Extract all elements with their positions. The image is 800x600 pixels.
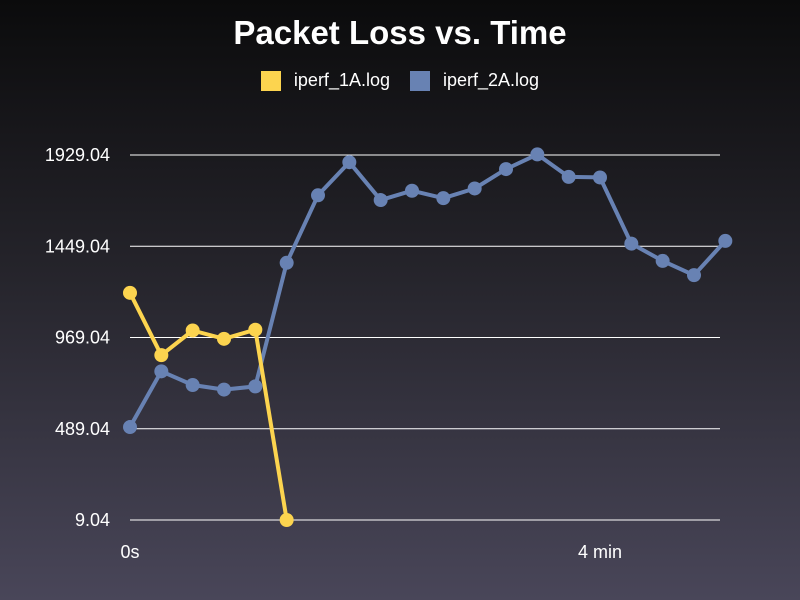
data-point <box>405 183 419 198</box>
data-point <box>342 155 357 170</box>
data-point <box>154 348 169 363</box>
x-tick-label: 4 min <box>578 542 622 562</box>
y-tick-label: 1929.04 <box>45 145 110 165</box>
y-tick-label: 9.04 <box>75 510 110 530</box>
legend: iperf_1A.log iperf_2A.log <box>0 70 800 91</box>
data-point <box>655 253 670 268</box>
data-point <box>185 323 200 338</box>
data-point <box>593 170 607 185</box>
y-axis-tick-labels: 9.04 489.04 969.04 1449.04 1929.04 <box>45 145 110 530</box>
legend-swatch-series-2 <box>410 70 430 91</box>
data-point <box>311 188 325 203</box>
data-point <box>123 420 137 435</box>
data-point <box>217 382 231 397</box>
chart-title: Packet Loss vs. Time <box>233 14 567 51</box>
series-1 <box>123 285 294 528</box>
y-tick-label: 489.04 <box>55 419 110 439</box>
data-point <box>561 169 576 184</box>
data-point <box>279 513 294 528</box>
legend-label-series-2: iperf_2A.log <box>443 70 540 90</box>
data-point <box>530 147 545 162</box>
data-point <box>248 322 263 337</box>
legend-entry-series-2: iperf_2A.log <box>410 70 539 91</box>
data-point <box>624 236 639 251</box>
data-point <box>373 193 388 208</box>
data-point <box>154 364 169 379</box>
x-tick-label: 0s <box>120 542 139 562</box>
data-point <box>687 268 701 283</box>
y-tick-label: 1449.04 <box>45 236 110 256</box>
series-line <box>128 290 289 522</box>
data-point <box>499 162 513 177</box>
x-axis-tick-labels: 0s 4 min <box>120 542 622 562</box>
legend-label-series-1: iperf_1A.log <box>293 70 390 90</box>
data-point <box>279 255 294 270</box>
series-2 <box>123 147 733 435</box>
data-point <box>436 191 451 206</box>
data-point <box>718 233 733 248</box>
series-layer <box>123 147 733 528</box>
data-point <box>123 285 137 300</box>
data-point <box>248 379 263 394</box>
y-tick-label: 969.04 <box>55 328 110 348</box>
data-point <box>185 378 200 393</box>
data-point <box>217 331 231 346</box>
data-point <box>467 181 482 196</box>
legend-swatch-series-1 <box>260 70 281 91</box>
legend-entry-series-1: iperf_1A.log <box>260 70 390 91</box>
